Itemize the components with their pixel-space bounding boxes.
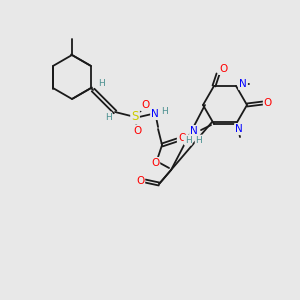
Text: O: O xyxy=(178,133,186,143)
Text: O: O xyxy=(133,126,141,136)
Text: O: O xyxy=(151,158,159,168)
Text: H: H xyxy=(98,79,104,88)
Text: H: H xyxy=(161,106,167,116)
Text: H: H xyxy=(196,136,202,145)
Text: N: N xyxy=(190,126,198,136)
Text: H: H xyxy=(105,112,111,122)
Text: O: O xyxy=(141,100,149,110)
Text: N: N xyxy=(151,109,159,119)
Text: N: N xyxy=(235,124,243,134)
Text: N: N xyxy=(239,79,247,89)
Text: S: S xyxy=(131,110,139,124)
Text: O: O xyxy=(219,64,227,74)
Text: O: O xyxy=(264,98,272,108)
Text: O: O xyxy=(136,176,144,186)
Text: H: H xyxy=(184,136,191,145)
